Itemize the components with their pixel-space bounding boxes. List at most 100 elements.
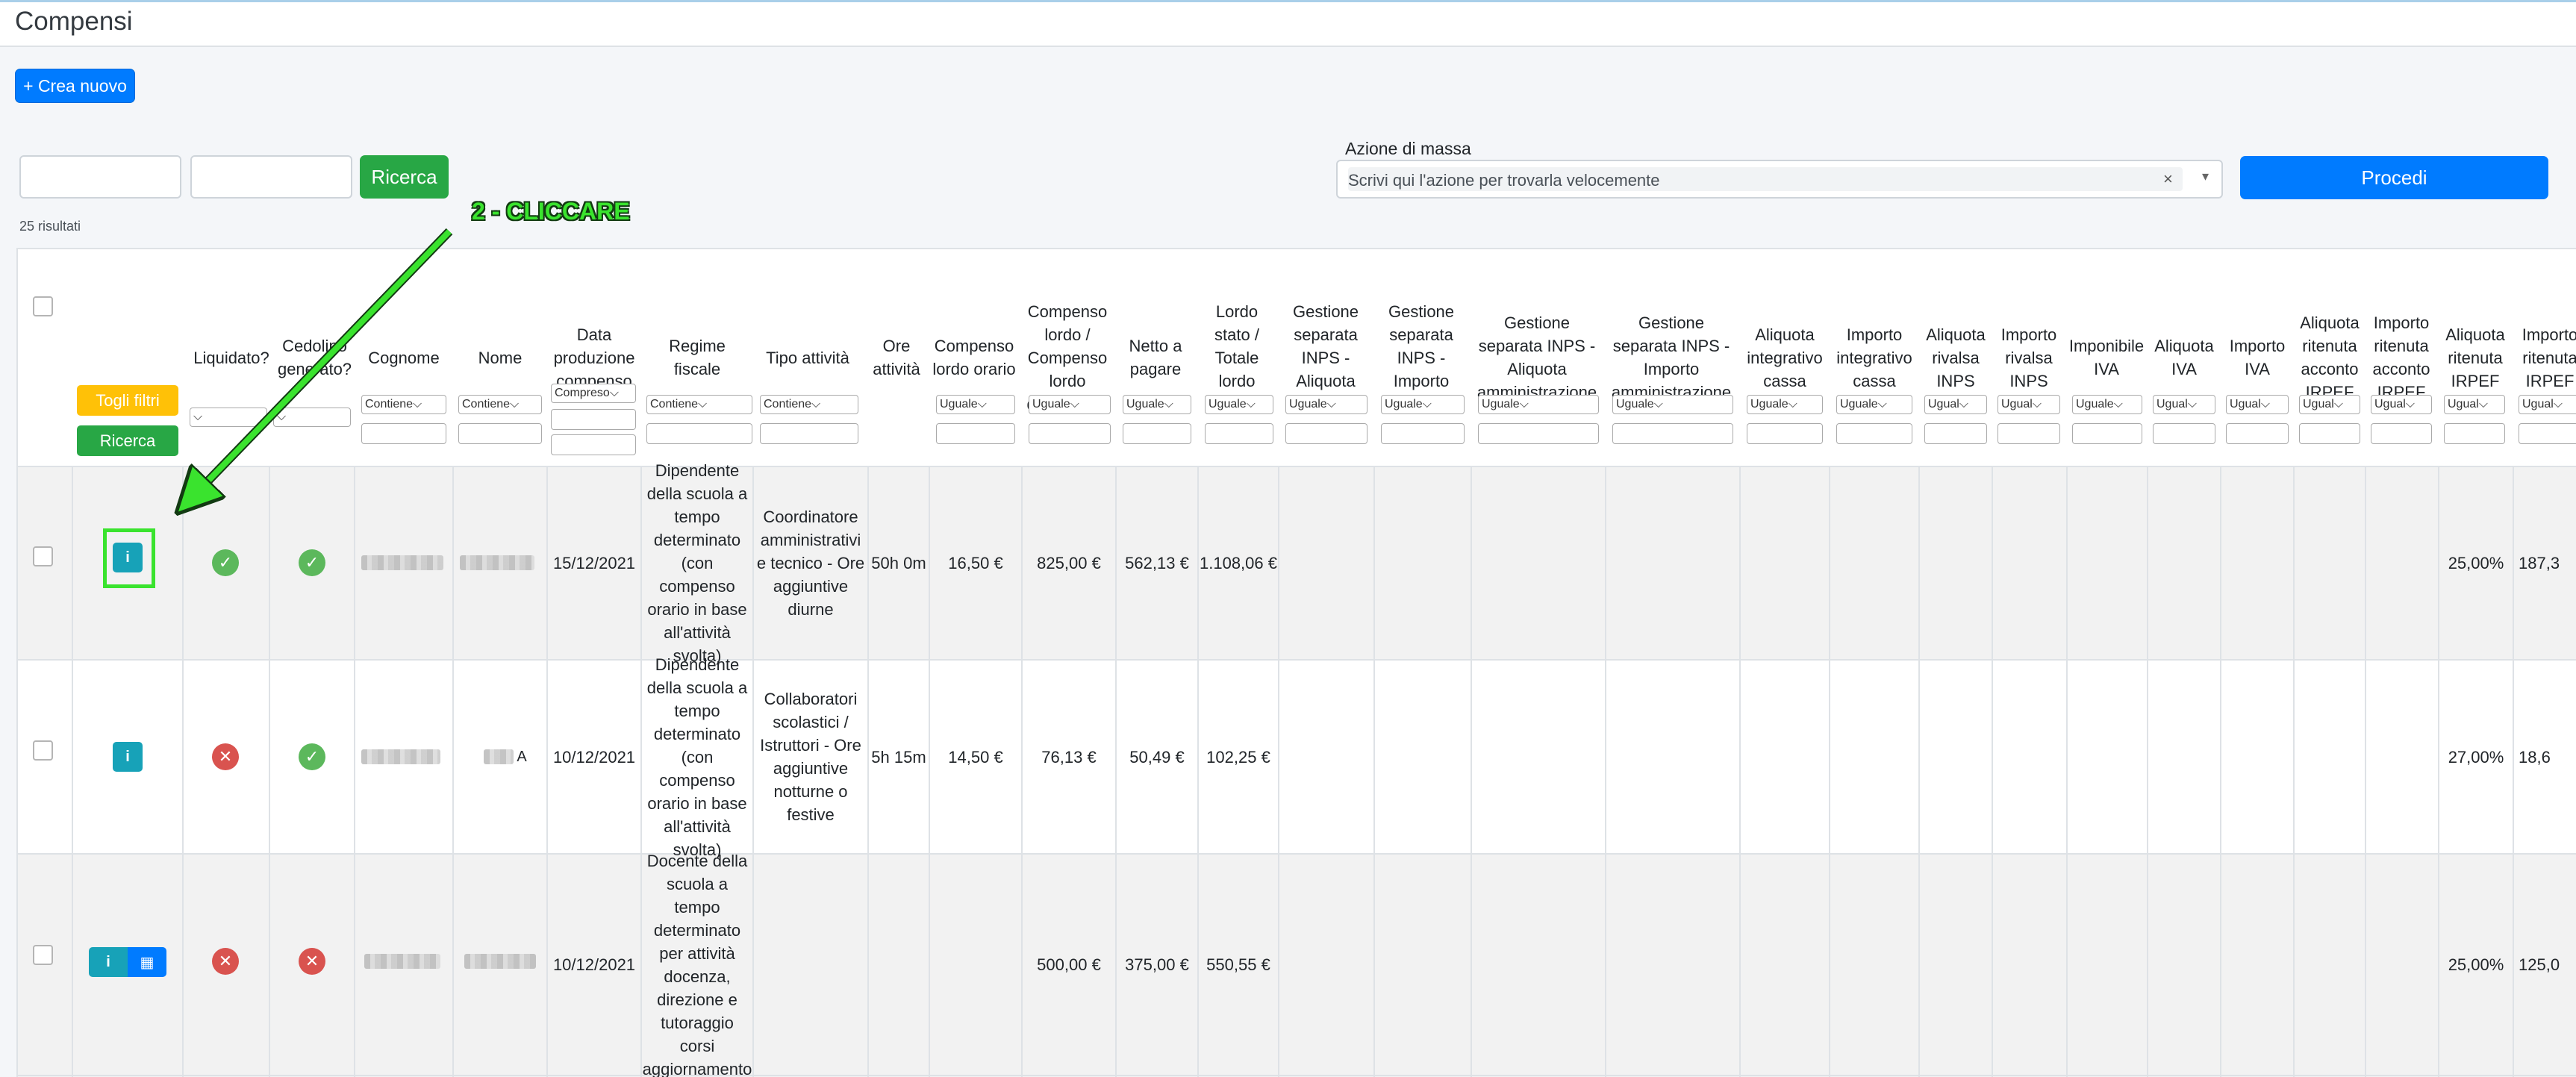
filter-imp-cassa-op[interactable]: Uguale xyxy=(1836,395,1912,414)
col-aliq-cassa[interactable]: Aliquota integrativo cassa xyxy=(1747,325,1823,390)
cell-imp-irpef: 125,0 xyxy=(2519,955,2560,974)
filter-aliq-iva-input[interactable] xyxy=(2153,423,2215,444)
filter-gs-aliq-amm-input[interactable] xyxy=(1478,423,1599,444)
filter-regime-op[interactable]: Contiene xyxy=(646,395,752,414)
cell-nome-partial: A xyxy=(517,748,527,765)
filter-imp-irpef-op[interactable]: Ugual xyxy=(2519,395,2576,414)
col-aliq-irpef[interactable]: Aliquota ritenuta IRPEF xyxy=(2445,325,2505,390)
filter-aliq-rivalsa-input[interactable] xyxy=(1924,423,1987,444)
row-checkbox[interactable] xyxy=(33,945,53,965)
caret-down-icon[interactable]: ▾ xyxy=(2202,169,2209,184)
col-regime[interactable]: Regime fiscale xyxy=(669,337,726,378)
select-all-checkbox[interactable] xyxy=(33,296,53,316)
col-imp-acconto[interactable]: Importo ritenuta acconto IRPEF xyxy=(2372,313,2430,402)
filter-imp-rivalsa-input[interactable] xyxy=(1998,423,2060,444)
filter-gs-imp-amm-op[interactable]: Uguale xyxy=(1612,395,1733,414)
proceed-button[interactable]: Procedi xyxy=(2240,156,2548,199)
filter-tipo-op[interactable]: Contiene xyxy=(760,395,858,414)
cell-aliq-irpef: 25,00% xyxy=(2448,955,2504,974)
filter-nome-op[interactable]: Contiene xyxy=(458,395,542,414)
filter-imp-rivalsa-op[interactable]: Ugual xyxy=(1998,395,2060,414)
filter-cognome-op[interactable]: Contiene xyxy=(361,395,446,414)
filter-imp-irpef-input[interactable] xyxy=(2519,423,2576,444)
col-gs-aliq-amm[interactable]: Gestione separata INPS - Aliquota ammini… xyxy=(1476,313,1597,402)
col-imp-irpef[interactable]: Importo ritenuta IRPEF xyxy=(2522,325,2576,390)
filter-search-button[interactable]: Ricerca xyxy=(77,425,178,456)
cell-tipo: Collaboratori scolastici / Istruttori - … xyxy=(760,690,861,824)
col-netto[interactable]: Netto a pagare xyxy=(1129,337,1182,378)
filter-aliq-acconto-op[interactable]: Ugual xyxy=(2299,395,2360,414)
col-orario[interactable]: Compenso lordo orario xyxy=(932,337,1016,378)
filter-stato-op[interactable]: Uguale xyxy=(1205,395,1273,414)
filter-data-to[interactable] xyxy=(551,434,636,455)
filter-data-from[interactable] xyxy=(551,409,636,430)
filter-aliq-cassa-op[interactable]: Uguale xyxy=(1747,395,1823,414)
row-checkbox[interactable] xyxy=(33,546,53,566)
filter-gs-imp-dip-input[interactable] xyxy=(1381,423,1465,444)
col-ore[interactable]: Ore attività xyxy=(873,337,920,378)
filter-netto-op[interactable]: Uguale xyxy=(1123,395,1191,414)
filter-aliq-iva-op[interactable]: Ugual xyxy=(2153,395,2215,414)
filter-nome-input[interactable] xyxy=(458,423,542,444)
col-liquidato[interactable]: Liquidato? xyxy=(193,348,269,367)
filter-orario-input[interactable] xyxy=(936,423,1015,444)
col-nome[interactable]: Nome xyxy=(478,348,523,367)
filter-tipo-input[interactable] xyxy=(760,423,858,444)
col-cognome[interactable]: Cognome xyxy=(368,348,440,367)
remove-filters-button[interactable]: Togli filtri xyxy=(77,385,178,416)
info-icon-button[interactable]: i xyxy=(113,742,143,772)
filter-imponibile-op[interactable]: Uguale xyxy=(2072,395,2142,414)
info-icon-button[interactable]: i xyxy=(89,947,128,977)
filter-cedolino-select[interactable] xyxy=(273,408,351,427)
clear-icon[interactable]: × xyxy=(2163,169,2173,188)
filter-liquidato-select[interactable] xyxy=(190,408,267,427)
filter-imp-iva-op[interactable]: Ugual xyxy=(2226,395,2289,414)
filter-aliq-rivalsa-op[interactable]: Ugual xyxy=(1924,395,1987,414)
filter-imp-acconto-op[interactable]: Ugual xyxy=(2371,395,2432,414)
search-input-2[interactable] xyxy=(190,155,352,199)
filter-imp-cassa-input[interactable] xyxy=(1836,423,1912,444)
filter-aliq-irpef-op[interactable]: Ugual xyxy=(2444,395,2505,414)
filter-aliq-cassa-input[interactable] xyxy=(1747,423,1823,444)
filter-lordo-input[interactable] xyxy=(1029,423,1111,444)
col-aliq-rivalsa[interactable]: Aliquota rivalsa INPS xyxy=(1926,325,1986,390)
filter-gs-aliq-dip-input[interactable] xyxy=(1285,423,1367,444)
col-tipo[interactable]: Tipo attività xyxy=(766,348,849,367)
filter-lordo-op[interactable]: Uguale xyxy=(1029,395,1111,414)
filter-gs-imp-dip-op[interactable]: Uguale xyxy=(1381,395,1465,414)
filter-netto-input[interactable] xyxy=(1123,423,1191,444)
filter-data-op[interactable]: Compreso xyxy=(551,384,636,403)
cell-aliq-irpef: 25,00% xyxy=(2448,554,2504,572)
filter-regime-input[interactable] xyxy=(646,423,752,444)
filter-gs-imp-amm-input[interactable] xyxy=(1612,423,1733,444)
search-button[interactable]: Ricerca xyxy=(360,155,449,199)
search-input-1[interactable] xyxy=(19,155,181,199)
create-new-button[interactable]: + Crea nuovo xyxy=(15,69,135,103)
cell-imp-irpef: 187,3 xyxy=(2519,554,2560,572)
col-imp-rivalsa[interactable]: Importo rivalsa INPS xyxy=(2000,325,2057,390)
info-icon-button[interactable]: i xyxy=(113,543,143,572)
filter-imp-iva-input[interactable] xyxy=(2226,423,2289,444)
row-bg-2 xyxy=(18,661,2576,853)
filter-cognome-input[interactable] xyxy=(361,423,446,444)
x-icon: ✕ xyxy=(212,743,239,770)
blurred-surname xyxy=(361,555,443,570)
cell-regime: Docente della scuola a tempo determinato… xyxy=(642,851,752,1077)
filter-imponibile-input[interactable] xyxy=(2072,423,2142,444)
bulk-action-select[interactable]: Scrivi qui l'azione per trovarla velocem… xyxy=(1336,160,2223,199)
cell-data: 10/12/2021 xyxy=(552,747,636,767)
filter-gs-aliq-dip-op[interactable]: Uguale xyxy=(1285,395,1367,414)
col-imponibile-iva[interactable]: Imponibile IVA xyxy=(2068,337,2145,378)
col-imp-cassa[interactable]: Importo integrativo cassa xyxy=(1836,325,1912,390)
col-imp-iva[interactable]: Importo IVA xyxy=(2229,337,2286,378)
calculator-icon-button[interactable]: ▦ xyxy=(128,947,166,977)
filter-imp-acconto-input[interactable] xyxy=(2371,423,2432,444)
row-checkbox[interactable] xyxy=(33,740,53,761)
col-aliq-iva[interactable]: Aliquota IVA xyxy=(2154,337,2214,378)
filter-aliq-irpef-input[interactable] xyxy=(2444,423,2505,444)
filter-aliq-acconto-input[interactable] xyxy=(2299,423,2360,444)
filter-stato-input[interactable] xyxy=(1205,423,1273,444)
cell-tipo: Coordinatore amministrativi e tecnico - … xyxy=(756,508,865,619)
filter-orario-op[interactable]: Uguale xyxy=(936,395,1015,414)
filter-gs-aliq-amm-op[interactable]: Uguale xyxy=(1478,395,1599,414)
